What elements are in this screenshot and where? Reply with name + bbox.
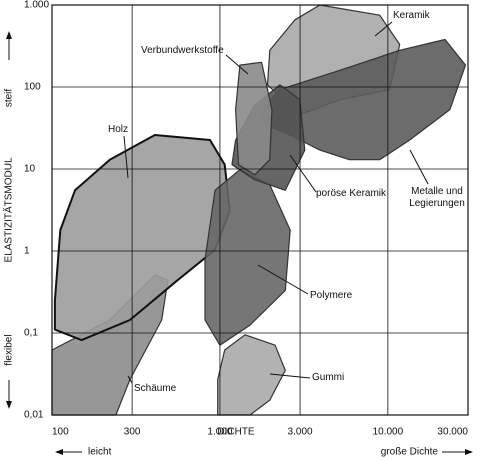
x-direction-label: leicht	[88, 447, 112, 458]
material-region	[53, 134, 231, 342]
leader-line	[225, 54, 249, 75]
leader-line	[409, 149, 429, 185]
region-label: Holz	[108, 124, 129, 135]
region-label: Schäume	[134, 383, 177, 394]
region-label: Metalle und Legierungen	[409, 186, 465, 209]
y-direction-label: flexibel	[4, 334, 15, 365]
y-tick-label: 100	[24, 82, 41, 93]
plot-frame	[51, 4, 469, 416]
region-label: Keramik	[393, 10, 430, 21]
region-label: Verbundwerkstoffe	[141, 45, 224, 56]
material-region	[217, 334, 286, 416]
x-tick-label: 30.000	[437, 427, 468, 438]
x-tick-label: 100	[52, 427, 69, 438]
y-tick-label: 1	[24, 246, 30, 257]
x-tick-label: 3.000	[288, 427, 313, 438]
y-tick-label: 1.000	[24, 0, 49, 11]
leader-line	[374, 21, 393, 37]
leader-line	[269, 373, 311, 379]
leader-line	[127, 375, 133, 384]
y-axis-label: ELASTIZITÄTSMODUL	[3, 157, 15, 262]
x-tick-label: 1.000	[207, 427, 232, 438]
x-direction-label: große Dichte	[381, 447, 439, 458]
y-tick-label: 0,1	[24, 328, 38, 339]
leader-line	[257, 264, 309, 295]
region-label: Polymere	[310, 290, 353, 301]
x-axis-label: DICHTE	[217, 427, 255, 438]
region-label: Gummi	[312, 372, 345, 383]
leader-line	[123, 135, 129, 179]
y-tick-label: 10	[24, 164, 36, 175]
material-region	[204, 169, 291, 346]
leader-line	[289, 154, 317, 193]
region-label: poröse Keramik	[316, 188, 387, 199]
y-direction-label: steif	[4, 89, 15, 108]
x-tick-label: 300	[124, 427, 141, 438]
material-region	[235, 61, 273, 176]
x-tick-label: 10.000	[373, 427, 404, 438]
y-tick-label: 0,01	[24, 410, 44, 421]
